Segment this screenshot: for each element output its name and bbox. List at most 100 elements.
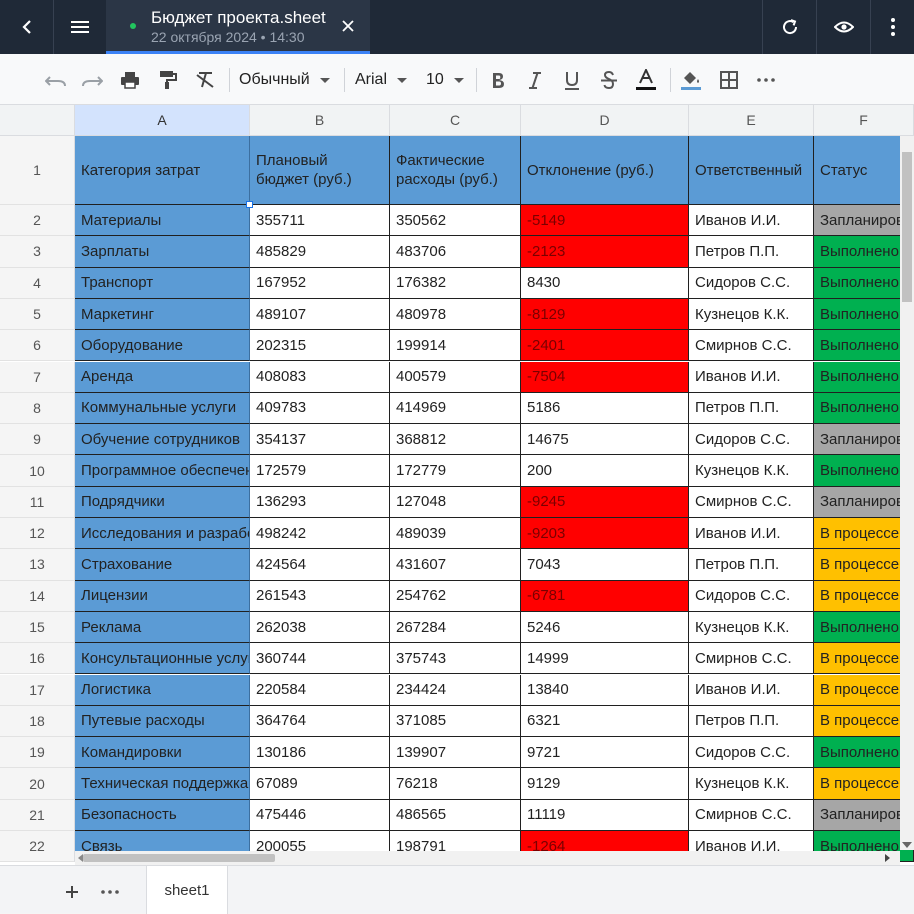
plan-cell[interactable]: 364764 xyxy=(250,705,390,738)
column-header-d[interactable]: D xyxy=(521,105,689,136)
row-header-2[interactable]: 2 xyxy=(0,205,75,237)
row-header-13[interactable]: 13 xyxy=(0,549,75,581)
font-size-dropdown[interactable]: 10 xyxy=(426,64,464,96)
status-cell[interactable]: Выполнено xyxy=(814,737,914,769)
fact-cell[interactable]: 254762 xyxy=(390,580,521,612)
fact-cell[interactable]: 267284 xyxy=(390,611,521,644)
header-cell-responsible[interactable]: Ответственный xyxy=(689,136,814,205)
deviation-cell[interactable]: -5149 xyxy=(521,205,689,237)
responsible-cell[interactable]: Петров П.П. xyxy=(689,392,814,425)
fact-cell[interactable]: 368812 xyxy=(390,424,521,456)
status-cell[interactable]: Запланировано xyxy=(814,799,914,831)
fact-cell[interactable]: 139907 xyxy=(390,737,521,769)
status-cell[interactable]: В процессе xyxy=(814,674,914,706)
plan-cell[interactable]: 172579 xyxy=(250,455,390,487)
plan-cell[interactable]: 408083 xyxy=(250,361,390,393)
plan-cell[interactable]: 498242 xyxy=(250,518,390,550)
category-cell[interactable]: Безопасность xyxy=(75,799,250,831)
row-header-3[interactable]: 3 xyxy=(0,236,75,268)
deviation-cell[interactable]: -6781 xyxy=(521,580,689,612)
underline-button[interactable] xyxy=(560,64,584,96)
bold-button[interactable] xyxy=(486,64,510,96)
horizontal-scrollbar[interactable] xyxy=(75,851,900,865)
plan-cell[interactable]: 262038 xyxy=(250,611,390,644)
menu-button[interactable] xyxy=(54,0,106,54)
add-sheet-button[interactable] xyxy=(60,880,84,904)
plan-cell[interactable]: 167952 xyxy=(250,267,390,299)
header-cell-status[interactable]: Статус xyxy=(814,136,914,205)
status-cell[interactable]: В процессе xyxy=(814,518,914,550)
plan-cell[interactable]: 424564 xyxy=(250,549,390,581)
fact-cell[interactable]: 489039 xyxy=(390,518,521,550)
column-header-f[interactable]: F xyxy=(814,105,914,136)
paint-format-button[interactable] xyxy=(156,64,180,96)
fact-cell[interactable]: 480978 xyxy=(390,298,521,331)
plan-cell[interactable]: 475446 xyxy=(250,799,390,831)
plan-cell[interactable]: 136293 xyxy=(250,486,390,518)
status-cell[interactable]: В процессе xyxy=(814,768,914,800)
status-cell[interactable]: В процессе xyxy=(814,705,914,738)
plan-cell[interactable]: 489107 xyxy=(250,298,390,331)
row-header-7[interactable]: 7 xyxy=(0,361,75,393)
category-cell[interactable]: Материалы xyxy=(75,205,250,237)
category-cell[interactable]: Путевые расходы xyxy=(75,705,250,738)
status-cell[interactable]: Выполнено xyxy=(814,267,914,299)
row-header-19[interactable]: 19 xyxy=(0,737,75,769)
fact-cell[interactable]: 350562 xyxy=(390,205,521,237)
responsible-cell[interactable]: Кузнецов К.К. xyxy=(689,768,814,800)
undo-button[interactable] xyxy=(44,64,68,96)
category-cell[interactable]: Коммунальные услуги xyxy=(75,392,250,425)
scroll-down-icon[interactable] xyxy=(902,842,912,848)
plan-cell[interactable]: 261543 xyxy=(250,580,390,612)
strikethrough-button[interactable] xyxy=(597,64,621,96)
deviation-cell[interactable]: 9721 xyxy=(521,737,689,769)
responsible-cell[interactable]: Сидоров С.С. xyxy=(689,424,814,456)
row-header-14[interactable]: 14 xyxy=(0,580,75,612)
row-header-20[interactable]: 20 xyxy=(0,768,75,800)
row-header-22[interactable]: 22 xyxy=(0,831,75,863)
redo-button[interactable] xyxy=(80,64,104,96)
category-cell[interactable]: Логистика xyxy=(75,674,250,706)
status-cell[interactable]: Выполнено xyxy=(814,455,914,487)
fact-cell[interactable]: 414969 xyxy=(390,392,521,425)
responsible-cell[interactable]: Иванов И.И. xyxy=(689,205,814,237)
status-cell[interactable]: В процессе xyxy=(814,549,914,581)
fact-cell[interactable]: 375743 xyxy=(390,643,521,675)
row-header-17[interactable]: 17 xyxy=(0,674,75,706)
sheet-list-button[interactable] xyxy=(97,880,123,904)
vertical-scrollbar[interactable] xyxy=(900,136,914,850)
responsible-cell[interactable]: Сидоров С.С. xyxy=(689,580,814,612)
responsible-cell[interactable]: Петров П.П. xyxy=(689,549,814,581)
more-options-button[interactable] xyxy=(870,0,914,54)
plan-cell[interactable]: 67089 xyxy=(250,768,390,800)
category-cell[interactable]: Оборудование xyxy=(75,330,250,362)
fill-color-button[interactable] xyxy=(679,64,703,96)
select-all-corner[interactable] xyxy=(0,105,75,136)
fact-cell[interactable]: 199914 xyxy=(390,330,521,362)
row-header-9[interactable]: 9 xyxy=(0,424,75,456)
category-cell[interactable]: Исследования и разработки xyxy=(75,518,250,550)
deviation-cell[interactable]: 5246 xyxy=(521,611,689,644)
status-cell[interactable]: Выполнено xyxy=(814,361,914,393)
fact-cell[interactable]: 486565 xyxy=(390,799,521,831)
plan-cell[interactable]: 220584 xyxy=(250,674,390,706)
status-cell[interactable]: Выполнено xyxy=(814,298,914,331)
category-cell[interactable]: Программное обеспечение xyxy=(75,455,250,487)
sheet-tab-sheet1[interactable]: sheet1 xyxy=(146,866,228,914)
category-cell[interactable]: Зарплаты xyxy=(75,236,250,268)
deviation-cell[interactable]: 14675 xyxy=(521,424,689,456)
plan-cell[interactable]: 355711 xyxy=(250,205,390,237)
status-cell[interactable]: Выполнено xyxy=(814,611,914,644)
close-tab-button[interactable] xyxy=(338,16,358,36)
row-header-15[interactable]: 15 xyxy=(0,611,75,644)
deviation-cell[interactable]: -9203 xyxy=(521,518,689,550)
category-cell[interactable]: Аренда xyxy=(75,361,250,393)
responsible-cell[interactable]: Смирнов С.С. xyxy=(689,486,814,518)
fact-cell[interactable]: 76218 xyxy=(390,768,521,800)
row-header-21[interactable]: 21 xyxy=(0,799,75,831)
header-cell-plan[interactable]: Плановый бюджет (руб.) xyxy=(250,136,390,205)
clear-format-button[interactable] xyxy=(193,64,217,96)
responsible-cell[interactable]: Иванов И.И. xyxy=(689,361,814,393)
category-cell[interactable]: Командировки xyxy=(75,737,250,769)
